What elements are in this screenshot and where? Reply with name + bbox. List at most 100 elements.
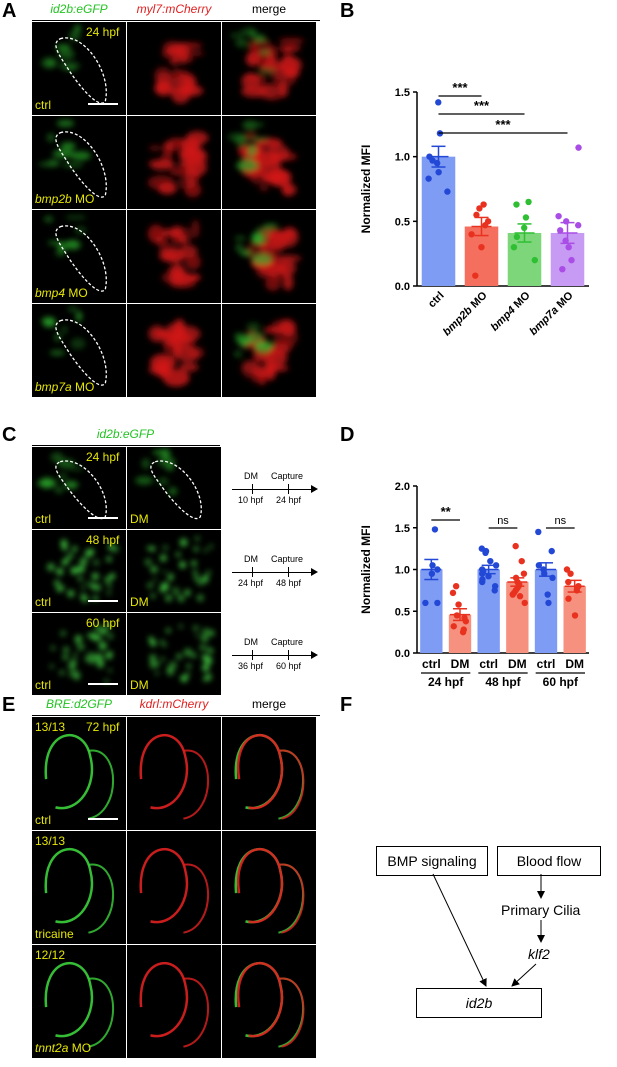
x-tick-label-1: ctrl [422, 657, 441, 671]
arrow-bmp-to-id2b [432, 873, 487, 987]
panel-c-header: id2b:eGFP [96, 427, 155, 441]
panel-e-header-red: kdrl:mCherry [139, 697, 209, 711]
panel-c-time-3: 60 hpf [86, 616, 120, 630]
panel-a-image-r2-c3 [222, 116, 316, 209]
panel-a-image-r4-c2 [127, 304, 221, 397]
scale-bar [88, 517, 118, 519]
significance-label-3: ns [555, 515, 567, 527]
panel-e-count-1: 13/13 [35, 720, 66, 734]
panel-e-image-r3-c1 [32, 945, 126, 1058]
scale-bar [88, 683, 118, 685]
panel-a-image-r4-c1 [32, 304, 126, 397]
data-point-5-3 [535, 562, 543, 569]
data-point-4-1 [512, 542, 519, 550]
y-tick-label: 1.5 [395, 523, 410, 535]
x-tick-label-2: DM [451, 657, 470, 671]
panel-a-image-r2-c1 [32, 116, 126, 209]
id2b-node: id2b [416, 988, 542, 1018]
data-point-4-12 [516, 593, 524, 600]
panel-c-image-r2-ctrl [32, 530, 126, 612]
y-tick-label: 1.0 [395, 565, 410, 577]
panel-label-c: C [2, 424, 17, 446]
data-point-3-11 [479, 578, 486, 586]
data-point-4-5 [557, 227, 564, 234]
data-point-6-3 [565, 578, 572, 586]
timeline-start-label-2: DM [244, 554, 258, 564]
panel-label-f: F [340, 694, 353, 716]
timeline-arrow-1 [311, 485, 318, 493]
data-point-3-13 [491, 587, 498, 594]
data-point-4-2 [518, 557, 525, 565]
x-tick-label-3: bmp4 MO [489, 289, 533, 333]
timeline-end-label-1: Capture [271, 471, 304, 481]
panel-c-ctrl-label-2: ctrl [35, 595, 51, 609]
timeline-axis-2 [232, 572, 314, 573]
timeline-t2-2: 48 hpf [276, 578, 302, 588]
timeline-t1-3: 36 hpf [238, 661, 264, 671]
x-tick-label-1: ctrl [426, 290, 447, 311]
panel-e-row-label-1: ctrl [35, 813, 51, 827]
data-point-6-1 [563, 566, 571, 573]
panel-e-row-label-2: tricaine [35, 927, 74, 941]
panel-c-image-r3-dm [127, 613, 221, 695]
x-tick-label-2: bmp2b MO [441, 289, 490, 338]
y-tick-label: 0.5 [395, 216, 410, 228]
data-point-2-1 [452, 583, 460, 590]
scale-bar [88, 600, 118, 602]
x-tick-label-6: DM [565, 657, 584, 671]
data-point-1-7 [425, 175, 432, 182]
data-point-6-2 [567, 570, 574, 577]
panel-c-time-1: 24 hpf [86, 450, 120, 464]
panel-a-image-r2-c2 [127, 116, 221, 209]
panel-e-header-rule [32, 715, 320, 716]
timeline-axis-1 [232, 489, 314, 490]
panel-e-count-3: 12/12 [35, 948, 66, 962]
data-point-5-6 [549, 574, 556, 582]
data-point-4-7 [565, 244, 572, 251]
timeline-t2-3: 60 hpf [276, 661, 302, 671]
data-point-2-2 [449, 589, 457, 597]
data-point-5-2 [548, 547, 555, 555]
panel-a-image-r3-c2 [127, 210, 221, 303]
data-point-1-6 [435, 168, 442, 176]
data-point-3-4 [521, 224, 528, 231]
data-point-4-1 [575, 144, 582, 151]
data-point-5-7 [544, 591, 551, 598]
bar-1 [420, 569, 443, 653]
data-point-1-8 [444, 188, 451, 195]
timeline-t1-2: 24 hpf [238, 578, 264, 588]
timeline-start-label-1: DM [244, 471, 258, 481]
data-point-2-7 [450, 623, 457, 630]
panel-label-d: D [340, 424, 355, 446]
timeline-end-label-3: Capture [271, 637, 304, 647]
data-point-3-7 [531, 256, 539, 264]
y-axis-label: Normalized MFI [359, 525, 373, 614]
data-point-3-4 [487, 557, 494, 565]
panel-a-row-label-1: ctrl [35, 98, 51, 112]
bar-6 [563, 586, 586, 653]
data-point-1-3 [434, 566, 441, 573]
data-point-3-5 [513, 233, 521, 241]
timeline-tick [252, 567, 253, 577]
x-tick-label-4: DM [508, 657, 527, 671]
panel-e-image-r2-c1 [32, 831, 126, 944]
timeline-t1-1: 10 hpf [238, 495, 264, 505]
panel-label-a: A [2, 0, 17, 22]
panel-e-image-r2-c2 [127, 831, 221, 944]
panel-c-image-r2-dm [127, 530, 221, 612]
timeline-tick [252, 484, 253, 494]
panel-label-e: E [2, 694, 16, 716]
group-label-3: 60 hpf [543, 675, 579, 689]
bmp-signaling-node: BMP signaling [376, 846, 488, 876]
panel-a-row-label-4: bmp7a MO [35, 380, 95, 394]
y-tick-label: 1.0 [395, 152, 410, 164]
timeline-tick [288, 567, 289, 577]
panel-c-ctrl-label-3: ctrl [35, 678, 51, 692]
panel-c-image-r3-ctrl [32, 613, 126, 695]
data-point-2-6 [468, 231, 475, 238]
panel-e-image-r1-c1 [32, 717, 126, 830]
data-point-4-4 [574, 222, 582, 229]
panel-a-image-r3-c1 [32, 210, 126, 303]
error-bar-3 [514, 223, 535, 243]
